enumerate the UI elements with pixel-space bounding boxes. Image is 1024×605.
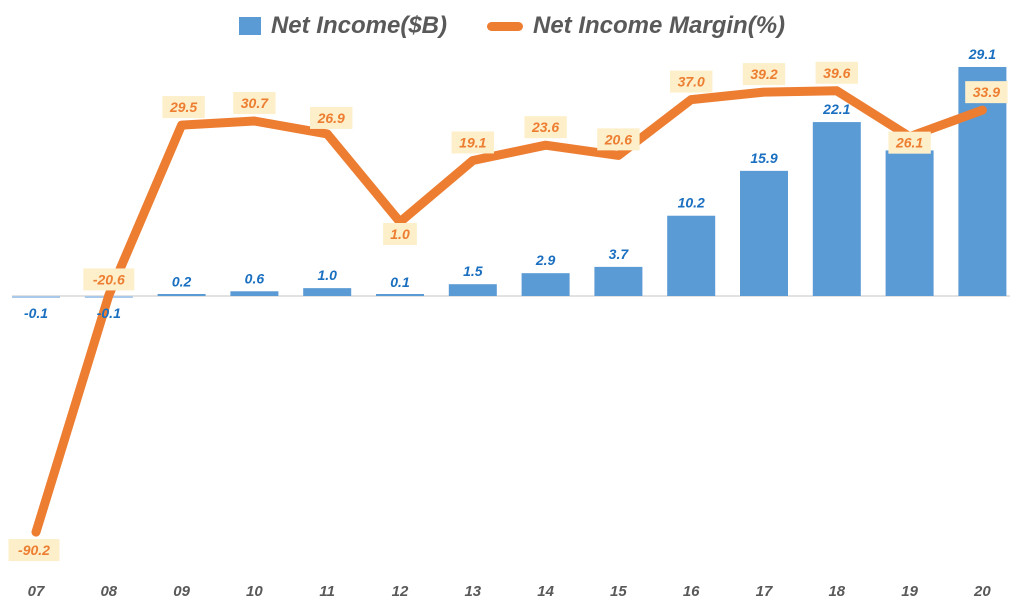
svg-text:37.0: 37.0 — [678, 74, 705, 90]
x-tick-18: 18 — [828, 583, 845, 600]
bar-label-13: 1.5 — [463, 263, 483, 279]
bar-18 — [812, 122, 861, 296]
svg-text:39.2: 39.2 — [750, 66, 777, 82]
bar-label-16: 10.2 — [678, 195, 705, 211]
line-label-17: 39.2 — [742, 63, 786, 86]
line-data-labels: -90.2 -20.6 29.5 30.7 26.9 1.0 19.1 23.6 20.6 37.… — [8, 61, 1008, 562]
line-series-net-income-margin — [31, 86, 987, 537]
bar-label-07: -0.1 — [24, 305, 48, 321]
bar-16 — [667, 215, 716, 296]
svg-text:26.9: 26.9 — [317, 110, 345, 126]
line-label-12: 1.0 — [383, 223, 417, 245]
bar-10 — [230, 291, 279, 296]
svg-text:26.1: 26.1 — [895, 135, 923, 151]
bar-label-08: -0.1 — [97, 305, 121, 321]
line-label-13: 19.1 — [451, 131, 494, 154]
x-axis-labels: 07 08 09 10 11 12 13 14 15 16 17 18 19 20 — [28, 583, 992, 600]
line-label-10: 30.7 — [233, 92, 276, 115]
x-tick-09: 09 — [173, 583, 190, 600]
line-label-07: -90.2 — [8, 539, 60, 562]
line-label-11: 26.9 — [310, 106, 353, 129]
line-label-15: 20.6 — [597, 128, 640, 151]
bar-label-17: 15.9 — [750, 150, 777, 166]
x-tick-15: 15 — [610, 583, 627, 600]
x-tick-16: 16 — [683, 583, 700, 600]
line-label-20: 33.9 — [965, 81, 1008, 104]
svg-text:19.1: 19.1 — [459, 134, 486, 150]
bar-label-11: 1.0 — [317, 267, 337, 283]
bar-07 — [12, 296, 60, 298]
x-tick-07: 07 — [28, 583, 45, 600]
line-swatch-icon — [487, 21, 523, 31]
bar-15 — [594, 266, 643, 296]
bar-data-labels: -0.1 -0.1 0.2 0.6 1.0 0.1 1.5 2.9 3.7 10.2 15.9 22.… — [24, 46, 996, 321]
bar-label-09: 0.2 — [172, 273, 192, 289]
bar-12 — [376, 294, 424, 296]
bar-series-net-income — [12, 66, 1007, 298]
x-tick-08: 08 — [100, 583, 117, 600]
legend: Net Income($B) Net Income Margin(%) — [0, 8, 1024, 44]
line-label-08: -20.6 — [83, 268, 135, 291]
bar-13 — [448, 284, 497, 296]
legend-label-net-income: Net Income($B) — [270, 12, 447, 39]
legend-item-net-income: Net Income($B) — [238, 12, 447, 40]
legend-item-net-income-margin: Net Income Margin(%) — [487, 12, 785, 40]
x-tick-12: 12 — [392, 583, 409, 600]
x-tick-11: 11 — [319, 583, 335, 600]
bar-label-18: 22.1 — [822, 101, 850, 117]
svg-text:23.6: 23.6 — [531, 119, 559, 135]
x-tick-20: 20 — [973, 583, 991, 600]
line-label-09: 29.5 — [162, 96, 205, 119]
x-tick-19: 19 — [901, 583, 918, 600]
x-tick-17: 17 — [756, 583, 773, 600]
svg-text:30.7: 30.7 — [241, 95, 269, 111]
bar-17 — [740, 170, 788, 296]
legend-label-net-income-margin: Net Income Margin(%) — [533, 12, 786, 39]
line-label-14: 23.6 — [524, 116, 567, 139]
line-label-19: 26.1 — [888, 131, 931, 154]
bar-14 — [521, 273, 570, 296]
line-label-18: 39.6 — [815, 61, 858, 84]
bar-label-10: 0.6 — [245, 270, 265, 286]
bar-09 — [157, 294, 206, 296]
bar-19 — [885, 150, 934, 296]
svg-text:-90.2: -90.2 — [18, 542, 50, 558]
bar-20 — [958, 66, 1007, 296]
bar-label-15: 3.7 — [609, 246, 630, 262]
x-tick-10: 10 — [246, 583, 263, 600]
svg-text:1.0: 1.0 — [390, 226, 410, 242]
svg-text:39.6: 39.6 — [823, 65, 850, 81]
bar-label-12: 0.1 — [390, 274, 410, 290]
bar-swatch-icon — [238, 17, 261, 35]
line-label-16: 37.0 — [670, 70, 713, 93]
x-tick-13: 13 — [464, 583, 481, 600]
bar-label-14: 2.9 — [535, 252, 556, 268]
x-tick-14: 14 — [537, 583, 554, 600]
svg-text:29.5: 29.5 — [169, 99, 197, 115]
bar-11 — [303, 288, 352, 296]
svg-text:-20.6: -20.6 — [93, 271, 125, 287]
svg-text:33.9: 33.9 — [973, 84, 1000, 100]
margin-line — [31, 86, 987, 537]
bar-label-20: 29.1 — [968, 46, 996, 62]
svg-text:20.6: 20.6 — [604, 131, 632, 147]
